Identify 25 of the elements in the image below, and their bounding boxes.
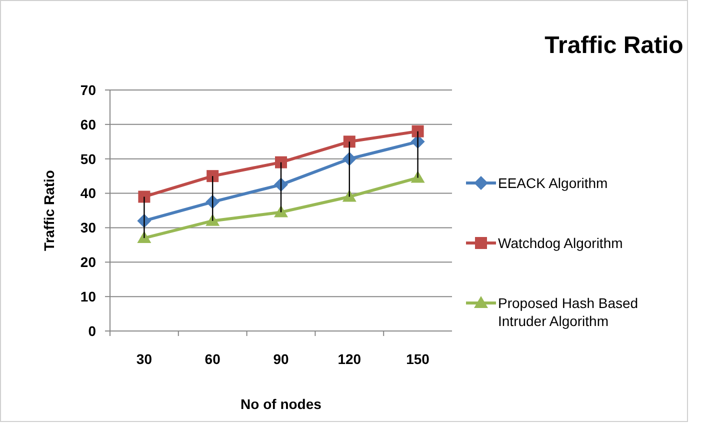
point	[275, 156, 287, 168]
y-tick-label: 10	[80, 288, 96, 304]
x-axis-title: No of nodes	[240, 396, 322, 412]
point	[412, 125, 424, 138]
legend-label: Watchdog Algorithm	[498, 234, 623, 251]
x-tick-label: 90	[273, 351, 289, 367]
point	[343, 136, 356, 148]
y-tick-label: 70	[80, 82, 96, 98]
x-tick-label: 120	[338, 351, 362, 367]
y-tick-label: 30	[80, 220, 96, 236]
y-axis-title: Traffic Ratio	[41, 170, 57, 251]
y-tick-label: 40	[80, 185, 96, 202]
x-tick-label: 60	[204, 351, 221, 367]
legend-label: Proposed Hash Based Intruder Algorithm	[498, 294, 638, 330]
y-tick-label: 60	[80, 116, 96, 132]
text: Traffic Ratio	[544, 32, 684, 59]
x-tick-label: 30	[136, 351, 152, 367]
y-tick-label: 0	[88, 322, 96, 339]
legend-label: EEACK Algorithm	[498, 174, 608, 191]
point	[206, 170, 219, 182]
point	[138, 190, 150, 203]
x-tick-label: 150	[406, 351, 430, 367]
y-tick-label: 20	[80, 254, 96, 270]
y-tick-label: 50	[80, 150, 96, 167]
point	[206, 214, 220, 226]
